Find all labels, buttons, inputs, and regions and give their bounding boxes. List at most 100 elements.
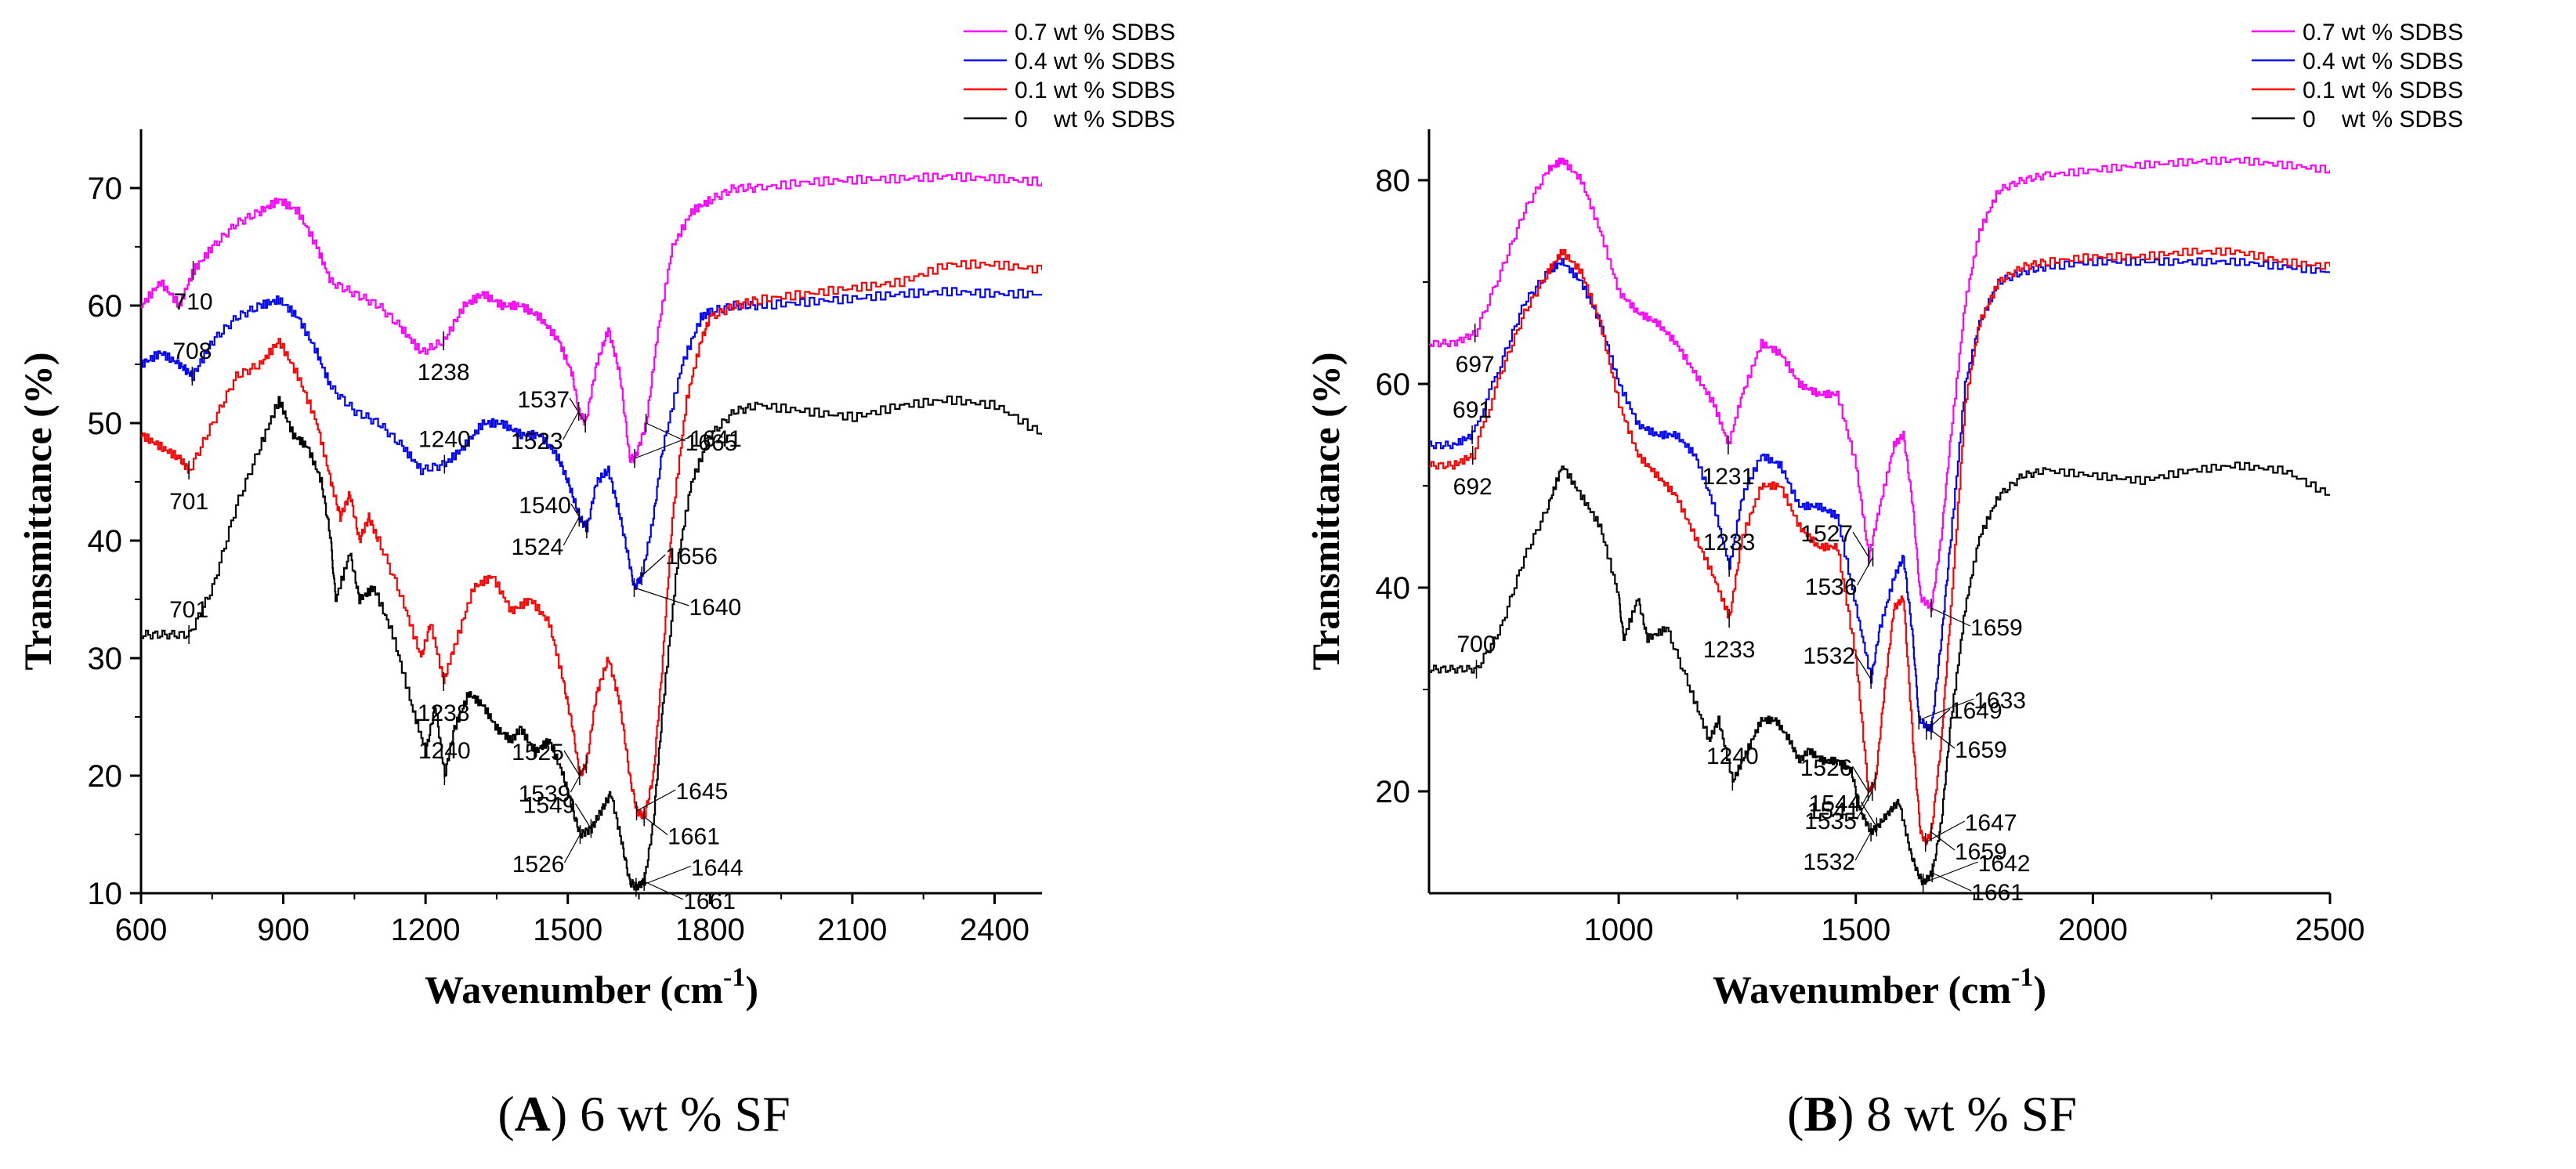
peak-label: 1238 (418, 360, 470, 385)
peak-label: 1536 (1805, 574, 1858, 600)
peak-label: 1532 (1803, 643, 1855, 669)
peak-label: 1231 (1702, 464, 1755, 490)
peak-label: 1656 (665, 544, 718, 570)
peak-label: 1525 (512, 740, 564, 765)
peak-label: 1661 (683, 889, 736, 914)
peak-label: 1532 (1803, 849, 1855, 875)
peak-label: 1527 (1800, 521, 1853, 547)
series-line-1 (141, 287, 1042, 590)
peak-leader (643, 881, 684, 900)
peak-leader (1852, 531, 1869, 558)
y-tick-label-50: 50 (88, 407, 123, 441)
legend-label-1: 0.4 wt % SDBS (1015, 49, 1175, 74)
x-axis-label-close: ) (745, 968, 758, 1012)
peak-leader (643, 816, 668, 835)
peak-label: 697 (1456, 352, 1495, 378)
peak-label: 1539 (519, 781, 571, 807)
peak-label: 1526 (1800, 755, 1853, 781)
peak-label: 710 (174, 289, 213, 315)
peak-leader (1856, 791, 1873, 820)
peak-label: 1661 (1971, 880, 2024, 906)
peak-leader (563, 411, 580, 440)
peak-label: 1537 (517, 387, 570, 413)
peak-label: 1240 (418, 427, 471, 453)
peak-label: 692 (1453, 474, 1492, 500)
peak-leader (570, 503, 588, 530)
y-tick-label-40: 40 (88, 524, 123, 559)
x-axis-label-sup: -1 (723, 963, 745, 992)
peak-leader (1854, 831, 1872, 861)
peak-label: 1240 (1706, 744, 1759, 769)
ftir-chart-a: 600 900 1200 1500 1800 2100 2400 10 20 30 40 50 60 70… (16, 20, 1175, 1012)
legend-label-2: 0.1 wt % SDBS (1015, 78, 1175, 103)
legend-label-0: 0.7 wt % SDBS (2303, 20, 2463, 45)
y-tick-label-60: 60 (88, 289, 123, 324)
peak-leader (636, 789, 676, 812)
x-tick-label-1800: 1800 (675, 913, 745, 947)
peak-leader (641, 554, 666, 577)
peak-label: 1233 (1703, 530, 1756, 556)
x-tick-label-1000: 1000 (1584, 913, 1654, 947)
peak-label: 701 (169, 489, 208, 515)
peak-leader (1857, 556, 1874, 586)
caption-a-text: 6 wt % SF (580, 1086, 791, 1142)
peak-label: 1544 (1809, 791, 1861, 817)
y-axis-label: Transmittance (%) (16, 353, 60, 671)
peak-label: 1523 (511, 429, 563, 454)
series-line-2 (1429, 247, 2330, 845)
peak-label: 1665 (686, 430, 738, 456)
x-tick-label-2500: 2500 (2296, 913, 2365, 947)
ftir-chart-b: 1000 1500 2000 2500 20 40 60 80 Wavenumber (cm-1… (1304, 20, 2463, 1012)
x-axis-label: Wavenumber (cm-1) (425, 963, 758, 1012)
peak-label: 1644 (691, 856, 743, 881)
x-tick-label-1500: 1500 (533, 913, 602, 947)
peak-leader (1919, 698, 1974, 721)
peak-label: 1640 (689, 595, 741, 621)
y-tick-label-40: 40 (1376, 571, 1411, 606)
peak-leader (634, 587, 689, 606)
legend-label-2: 0.1 wt % SDBS (2303, 78, 2463, 103)
peak-label: 708 (172, 338, 212, 364)
peak-label: 1659 (1955, 737, 2007, 763)
y-tick-label-10: 10 (88, 877, 123, 911)
peak-label: 1661 (668, 824, 720, 850)
peak-leader (1925, 820, 1965, 843)
peak-leader (1860, 802, 1877, 827)
peak-leader (563, 516, 580, 546)
x-tick-label-1500: 1500 (1821, 913, 1890, 947)
legend-label-0: 0.7 wt % SDBS (1015, 20, 1175, 45)
x-axis-label-text: Wavenumber (cm (425, 968, 723, 1012)
y-tick-label-60: 60 (1376, 367, 1411, 402)
y-axis-label: Transmittance (%) (1304, 353, 1348, 671)
caption-b-letter: B (1804, 1086, 1838, 1142)
peak-label: 1240 (418, 738, 471, 764)
peak-label: 1633 (1974, 688, 2026, 714)
x-tick-label-1200: 1200 (391, 913, 461, 947)
peak-label: 1549 (523, 793, 576, 819)
panel-a: 600 900 1200 1500 1800 2100 2400 10 20 30 40 50 60 70… (16, 20, 1175, 1142)
x-axis-label-close: ) (2033, 968, 2046, 1012)
legend-label-3: 0 wt % SDBS (1015, 107, 1175, 132)
x-tick-label-900: 900 (257, 913, 309, 947)
series-line-3 (141, 395, 1042, 891)
peak-leader (569, 397, 586, 424)
peak-label: 701 (169, 597, 208, 623)
series-line-2 (141, 259, 1042, 820)
y-tick-label-70: 70 (88, 172, 123, 206)
x-axis-label: Wavenumber (cm-1) (1713, 963, 2046, 1012)
series-line-3 (1429, 461, 2330, 885)
peak-label: 1526 (512, 852, 565, 878)
peak-leader (1930, 831, 1956, 851)
peak-label: 1645 (676, 779, 729, 805)
peak-leader (570, 763, 587, 793)
peak-leader (1930, 607, 1971, 627)
x-axis-label-sup: -1 (2011, 963, 2033, 992)
legend-label-3: 0 wt % SDBS (2303, 107, 2463, 132)
peak-label: 1238 (418, 700, 470, 726)
x-tick-label-2400: 2400 (960, 913, 1029, 947)
peak-label: 1659 (1970, 615, 2023, 641)
legend-label-1: 0.4 wt % SDBS (2303, 49, 2463, 74)
peak-label: 1540 (519, 493, 571, 519)
peak-leader (1926, 708, 1951, 731)
peak-label: 1659 (1955, 839, 2007, 865)
